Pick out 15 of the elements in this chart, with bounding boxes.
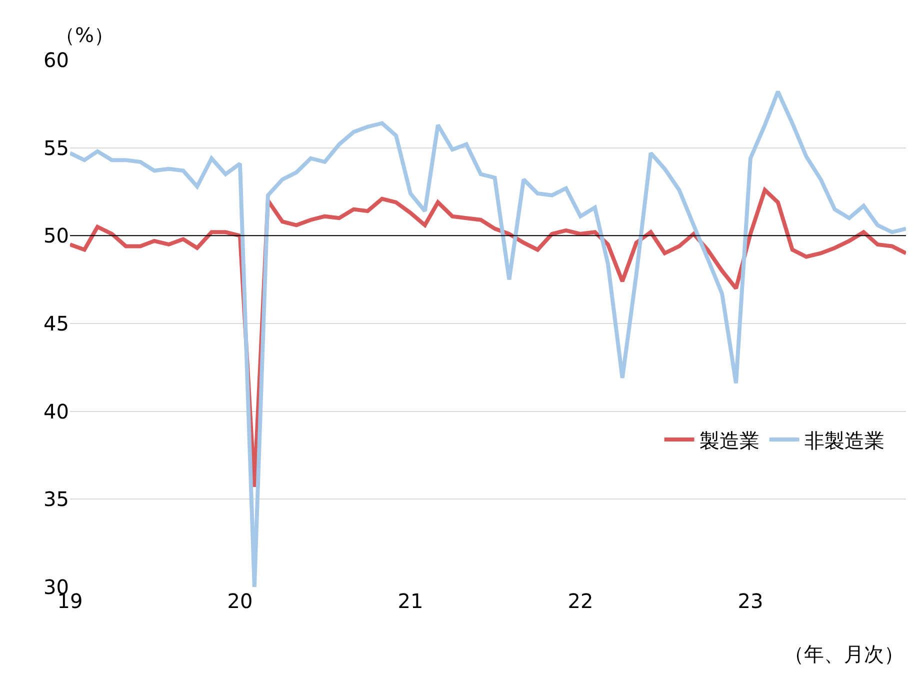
y-tick-label: 40 xyxy=(44,399,69,424)
x-tick-label: 23 xyxy=(738,589,764,613)
y-tick-label: 55 xyxy=(44,136,69,160)
y-tick-label: 50 xyxy=(44,224,69,248)
legend-label: 製造業 xyxy=(699,428,760,452)
x-tick-label: 22 xyxy=(568,589,594,613)
y-tick-label: 45 xyxy=(44,312,69,336)
y-tick-label: 35 xyxy=(44,487,69,512)
y-tick-label: 60 xyxy=(44,48,69,72)
x-tick-label: 20 xyxy=(227,589,253,613)
x-axis-title: （年、月次） xyxy=(784,642,904,666)
x-tick-label: 21 xyxy=(398,589,424,613)
legend-label: 非製造業 xyxy=(804,428,884,452)
y-axis-title: （%） xyxy=(55,23,114,47)
line-series xyxy=(70,90,906,587)
